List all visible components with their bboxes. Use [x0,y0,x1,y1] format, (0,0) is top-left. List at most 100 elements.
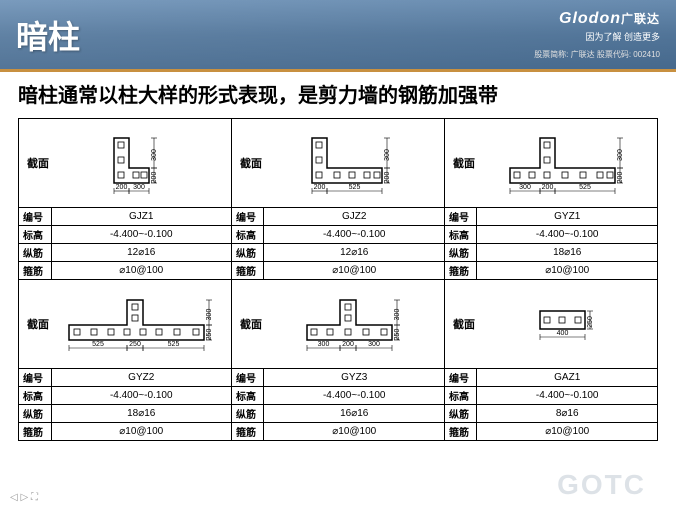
row-label: 纵筋 [19,405,51,423]
row-value: GJZ2 [264,208,444,226]
header-bar: 暗柱 Glodon广联达 因为了解 创造更多 股票简称: 广联达 股票代码: 0… [0,0,676,72]
svg-text:300: 300 [394,308,401,320]
svg-text:300: 300 [617,149,624,161]
row-label: 纵筋 [445,244,477,262]
row-value: GYZ1 [477,208,657,226]
svg-text:200: 200 [384,172,391,184]
column-cell: 截面 300250 525250525 编号GYZ2标高-4.400~-0.10… [19,280,232,441]
shape-diagram: 300 250 300 200 300 [268,284,436,364]
column-cell: 截面 300200 200525 编号GJZ2标高-4.400~-0.100纵筋… [232,119,445,280]
svg-text:400: 400 [557,330,569,337]
row-label: 箍筋 [232,262,264,280]
svg-text:300: 300 [368,341,380,348]
row-value: ⌀10@100 [477,423,657,441]
row-label: 标高 [232,226,264,244]
row-value: -4.400~-0.100 [51,226,231,244]
row-label: 纵筋 [19,244,51,262]
svg-text:525: 525 [92,341,104,348]
row-value: 18⌀16 [477,244,657,262]
row-value: ⌀10@100 [477,262,657,280]
svg-text:300: 300 [133,184,145,191]
row-value: ⌀10@100 [51,423,231,441]
svg-text:300: 300 [519,184,531,191]
svg-text:250: 250 [394,328,401,340]
nav-controls[interactable]: ◁ ▷ ⛶ [10,492,38,503]
watermark: GOTC [557,469,646,501]
row-label: 标高 [19,226,51,244]
row-value: -4.400~-0.100 [477,387,657,405]
row-label: 标高 [232,387,264,405]
section-label: 截面 [240,316,262,332]
row-label: 纵筋 [232,405,264,423]
row-label: 编号 [232,369,264,387]
shape-diagram: 300200 200300 [55,123,223,203]
svg-text:250: 250 [587,316,594,328]
svg-text:300: 300 [318,341,330,348]
svg-text:525: 525 [349,184,361,191]
brand-logo: Glodon广联达 因为了解 创造更多 股票简称: 广联达 股票代码: 0024… [534,10,660,60]
info-table: 编号GJZ2标高-4.400~-0.100纵筋12⌀16箍筋⌀10@100 [232,207,444,279]
row-value: ⌀10@100 [51,262,231,280]
row-label: 箍筋 [232,423,264,441]
row-value: 12⌀16 [51,244,231,262]
svg-text:200: 200 [151,172,158,184]
logo-text: Glodon广联达 [534,10,660,28]
section-label: 截面 [27,155,49,171]
section-drawing: 截面 300 250 300 200 300 [232,280,444,368]
section-drawing: 截面 300250 525250525 [19,280,231,368]
section-drawing: 截面 250 400 [445,280,657,368]
svg-text:200: 200 [342,341,354,348]
column-cell: 截面 250 400 编号GAZ1标高-4.400~-0.100纵筋8⌀16箍筋… [445,280,658,441]
section-drawing: 截面 300200 300200525 [445,119,657,207]
row-value: 8⌀16 [477,405,657,423]
section-drawing: 截面 300200 200525 [232,119,444,207]
svg-text:200: 200 [542,184,554,191]
page-title: 暗柱 [16,12,80,58]
column-cell: 截面 300200 300200525 编号GYZ1标高-4.400~-0.10… [445,119,658,280]
column-cell: 截面 300200 200300 编号GJZ1标高-4.400~-0.100纵筋… [19,119,232,280]
row-label: 编号 [445,369,477,387]
svg-text:250: 250 [206,328,213,340]
shape-diagram: 250 400 [481,284,649,364]
column-cell: 截面 300 250 300 200 300 编号GYZ3标高-4.400~-0.10… [232,280,445,441]
row-label: 标高 [445,226,477,244]
row-value: GYZ3 [264,369,444,387]
shape-diagram: 300 250 525 250 525 [55,284,223,364]
row-value: GAZ1 [477,369,657,387]
section-drawing: 截面 300200 200300 [19,119,231,207]
row-value: ⌀10@100 [264,262,444,280]
row-label: 箍筋 [19,262,51,280]
row-value: -4.400~-0.100 [51,387,231,405]
row-value: GYZ2 [51,369,231,387]
row-label: 纵筋 [232,244,264,262]
logo-tagline: 因为了解 创造更多 [534,30,660,43]
row-label: 箍筋 [445,262,477,280]
row-label: 标高 [445,387,477,405]
row-label: 编号 [19,369,51,387]
section-label: 截面 [453,316,475,332]
subtitle: 暗柱通常以柱大样的形式表现，是剪力墙的钢筋加强带 [18,82,658,110]
info-table: 编号GYZ1标高-4.400~-0.100纵筋18⌀16箍筋⌀10@100 [445,207,657,279]
svg-text:200: 200 [617,172,624,184]
row-label: 标高 [19,387,51,405]
row-label: 编号 [19,208,51,226]
svg-text:250: 250 [129,341,141,348]
row-label: 编号 [445,208,477,226]
svg-text:525: 525 [579,184,591,191]
svg-text:300: 300 [384,149,391,161]
row-value: 18⌀16 [51,405,231,423]
row-value: 12⌀16 [264,244,444,262]
info-table: 编号GJZ1标高-4.400~-0.100纵筋12⌀16箍筋⌀10@100 [19,207,231,279]
svg-text:525: 525 [168,341,180,348]
row-value: -4.400~-0.100 [264,226,444,244]
content-area: 暗柱通常以柱大样的形式表现，是剪力墙的钢筋加强带 截面 300200 20030… [0,72,676,451]
stock-info: 股票简称: 广联达 股票代码: 002410 [534,49,660,60]
row-label: 纵筋 [445,405,477,423]
svg-text:200: 200 [116,184,128,191]
row-value: 16⌀16 [264,405,444,423]
svg-text:300: 300 [206,308,213,320]
row-value: -4.400~-0.100 [264,387,444,405]
row-label: 编号 [232,208,264,226]
column-grid: 截面 300 200 200 300 编号GJZ1标高-4.400~-0.100纵筋… [18,118,658,441]
row-label: 箍筋 [445,423,477,441]
